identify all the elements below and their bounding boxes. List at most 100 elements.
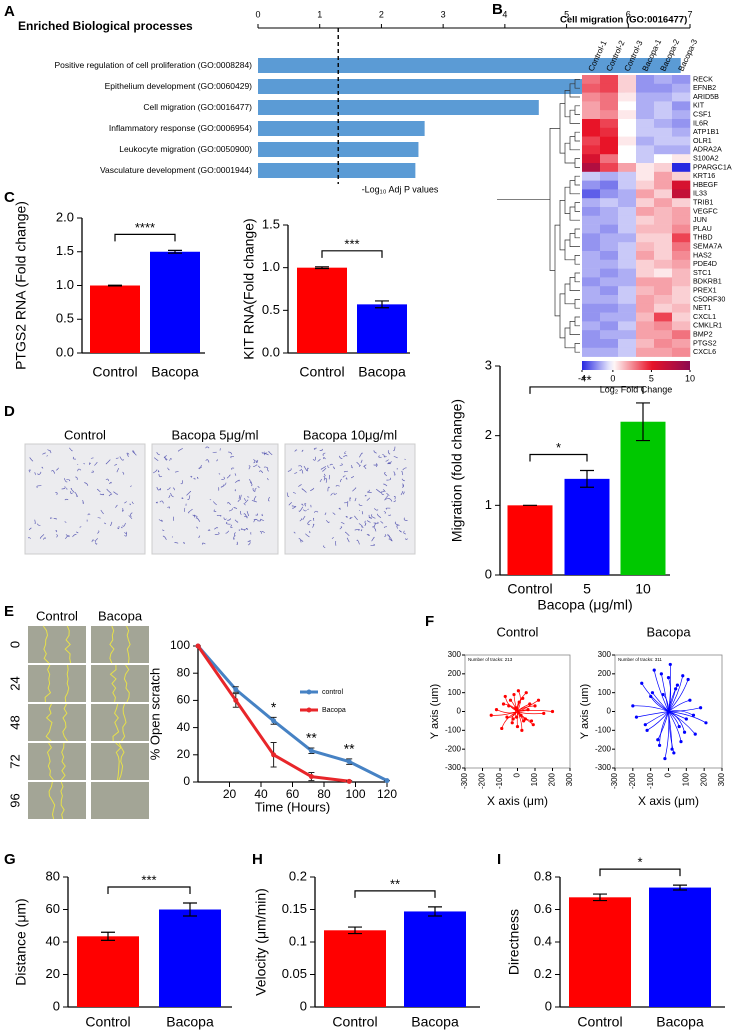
heatmap-cell — [654, 83, 673, 93]
heatmap-cell — [636, 321, 655, 331]
row-label: BDKRB1 — [693, 277, 722, 286]
heatmap-cell — [654, 277, 673, 287]
y-tick-label: 0.5 — [56, 311, 74, 326]
heatmap-cell — [672, 347, 691, 357]
heatmap-cell — [600, 145, 619, 155]
y-tick-label: 0.6 — [534, 901, 552, 916]
heatmap-cell — [636, 92, 655, 102]
heatmap-cell — [582, 101, 601, 111]
significance-label: *** — [344, 236, 359, 251]
heatmap-cell — [618, 277, 637, 287]
scratch-edge — [44, 664, 52, 703]
heatmap-cell — [636, 347, 655, 357]
category-label: Control — [92, 364, 137, 380]
point — [346, 778, 352, 784]
track — [668, 711, 696, 735]
heatmap-cell — [672, 136, 691, 146]
track-end — [681, 674, 685, 678]
heatmap-cell — [672, 189, 691, 199]
heatmap-cell — [672, 110, 691, 120]
heatmap-cell — [600, 127, 619, 137]
bar — [90, 285, 140, 353]
track-end — [550, 709, 555, 714]
panel-letter: B — [492, 1, 503, 18]
y-tick-label: 60 — [46, 901, 60, 916]
heatmap-cell — [618, 312, 637, 322]
y-axis-label: Migration (fold change) — [449, 399, 465, 542]
heatmap-cell — [618, 101, 637, 111]
heatmap-cell — [636, 145, 655, 155]
scratch-edge — [109, 625, 115, 664]
y-tick-label: 0 — [607, 707, 612, 716]
heatmap-cell — [654, 242, 673, 252]
dendrogram-branch — [564, 90, 570, 118]
x-tick-label: 0 — [664, 772, 673, 777]
track — [668, 679, 689, 712]
error-bar — [315, 266, 329, 270]
x-tick-label: 60 — [286, 787, 300, 801]
heatmap-cell — [636, 233, 655, 243]
heatmap-cell — [654, 145, 673, 155]
track — [517, 711, 544, 715]
legend-label: Bacopa — [322, 707, 346, 714]
category-label: Bacopa — [358, 364, 406, 380]
row-label: IL6R — [693, 118, 708, 127]
heatmap-cell — [636, 339, 655, 349]
scratch-edge — [121, 703, 127, 742]
category-label: Cell migration (GO:0016477) — [143, 102, 252, 112]
heatmap-cell — [600, 189, 619, 199]
scratch-edge — [109, 664, 117, 703]
dendrogram-branch — [574, 255, 580, 265]
dendrogram-branch — [574, 131, 580, 142]
heatmap-cell — [582, 233, 601, 243]
heatmap-cell — [582, 347, 601, 357]
heatmap-cell — [654, 207, 673, 217]
y-tick-label: 0 — [53, 998, 60, 1013]
y-tick-label: 300 — [598, 650, 612, 659]
heatmap-cell — [618, 215, 637, 225]
heatmap-cell — [618, 119, 637, 129]
heatmap-cell — [582, 92, 601, 102]
dendrogram-branch — [574, 202, 580, 212]
track-end — [522, 719, 526, 723]
row-label: HAS2 — [693, 250, 712, 259]
row-label: ATP1B1 — [693, 127, 719, 136]
significance-label: **** — [135, 220, 155, 235]
heatmap-cell — [672, 330, 691, 340]
heatmap-cell — [672, 233, 691, 243]
heatmap-cell — [600, 339, 619, 349]
heatmap-cell — [618, 75, 637, 85]
heatmap-cell — [654, 312, 673, 322]
scratch-edge — [48, 781, 56, 820]
significance-label: ** — [581, 372, 591, 387]
heatmap-cell — [654, 224, 673, 234]
heatmap-cell — [582, 75, 601, 85]
scratch-image — [91, 665, 149, 702]
track-end — [668, 662, 672, 667]
bar — [258, 121, 425, 136]
heatmap-cell — [582, 136, 601, 146]
heatmap-cell — [654, 180, 673, 190]
x-axis-label: Time (Hours) — [255, 799, 330, 814]
y-tick-label: 1.5 — [56, 243, 74, 258]
heatmap-cell — [600, 303, 619, 313]
scratch-image — [28, 626, 86, 663]
heatmap-cell — [582, 180, 601, 190]
heatmap-cell — [654, 171, 673, 181]
heatmap-cell — [618, 110, 637, 120]
row-label: JUN — [693, 215, 707, 224]
chart-title: Control — [497, 624, 539, 639]
heatmap-cell — [672, 215, 691, 225]
dendrogram-branch — [574, 158, 580, 168]
y-tick-label: -100 — [595, 725, 612, 734]
y-tick-label: 1.5 — [262, 216, 280, 231]
heatmap-cell — [600, 277, 619, 287]
scratch-edge — [126, 625, 131, 664]
row-label: ARID5B — [693, 92, 719, 101]
cell-stain — [286, 446, 408, 549]
heatmap-cell — [654, 321, 673, 331]
track-end — [640, 681, 644, 685]
x-tick-label: -200 — [628, 772, 637, 789]
y-tick-label: 0.2 — [289, 868, 307, 883]
